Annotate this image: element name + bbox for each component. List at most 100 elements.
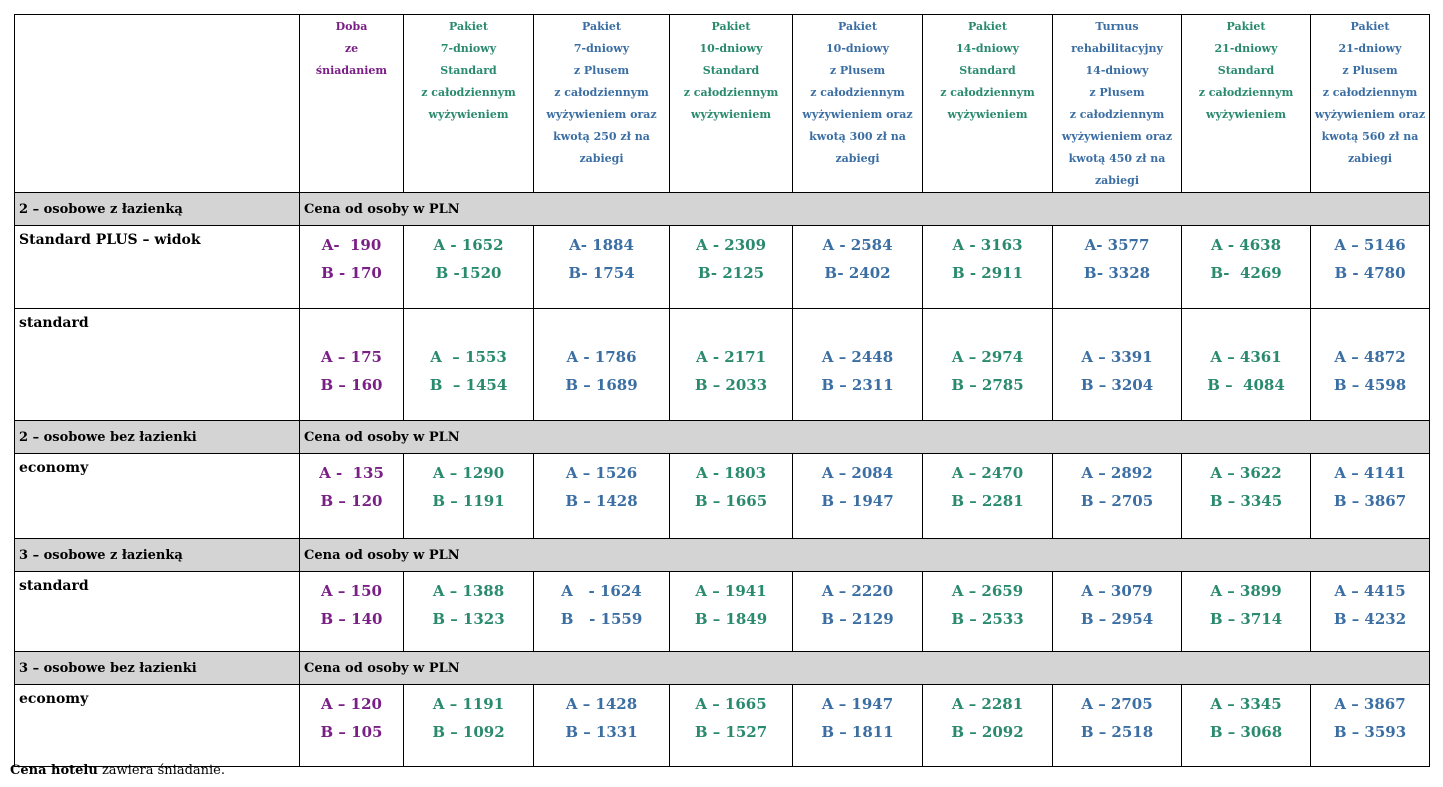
price-a: A – 4141 — [1334, 464, 1406, 482]
column-header-line: śniadaniem — [315, 64, 388, 77]
price-cell: A – 3899 B – 3714 — [1181, 571, 1311, 652]
section-row: 3 – osobowe bez łazienki Cena od osoby w … — [14, 651, 1430, 685]
price-table: Doba ze śniadaniem Pakiet 7-dniowy Standard z … — [14, 14, 1430, 767]
room-row: economy A – 120 B – 105 A – 1191 B – 1092 A –… — [14, 684, 1430, 767]
column-header: Pakiet 14-dniowy Standard z całodziennym wyż… — [922, 14, 1053, 193]
column-header: Pakiet 7-dniowy z Plusem z całodziennym wyży… — [533, 14, 670, 193]
price-b: B - 2911 — [951, 264, 1024, 282]
price-b: B – 3204 — [1080, 376, 1154, 394]
price-b: B – 1331 — [565, 723, 638, 741]
price-a: A – 2084 — [821, 464, 894, 482]
price-b: B – 3714 — [1209, 610, 1283, 628]
price-cell: A – 3345 B – 3068 — [1181, 684, 1311, 767]
price-cell: A – 3622 B – 3345 — [1181, 453, 1311, 539]
column-header-line: Standard — [1217, 64, 1275, 77]
price-b: B – 120 — [320, 492, 383, 510]
column-header: Pakiet 21-dniowy z Plusem z całodziennym wyż… — [1310, 14, 1430, 193]
price-cell: A – 2892 B – 2705 — [1052, 453, 1182, 539]
price-cell: A – 2448 B – 2311 — [792, 308, 923, 421]
price-cell: A - 1652 B -1520 — [403, 225, 534, 309]
column-header-line: Standard — [702, 64, 760, 77]
price-a: A – 2448 — [821, 348, 894, 366]
column-header-line: zabiegi — [1347, 152, 1393, 165]
price-a: A – 1526 — [565, 464, 638, 482]
room-type-label: standard — [14, 308, 300, 421]
price-a: A - 4638 — [1210, 236, 1282, 254]
column-header: Pakiet 10-dniowy z Plusem z całodziennym wyż… — [792, 14, 923, 193]
price-cell: A - 2171 B – 2033 — [669, 308, 793, 421]
price-b: B – 3068 — [1209, 723, 1283, 741]
column-header-line: wyżywieniem oraz — [802, 108, 913, 121]
column-header-line: Doba — [335, 20, 368, 33]
column-header-line: Standard — [959, 64, 1016, 77]
price-b: B – 2705 — [1080, 492, 1154, 510]
price-a: A- 3577 — [1084, 236, 1150, 254]
column-header-line: 14-dniowy — [956, 42, 1019, 55]
column-header-line: z całodziennym — [683, 86, 779, 99]
column-header-line: zabiegi — [1094, 174, 1140, 187]
column-header: Turnus rehabilitacyjny 14-dniowy z Plusem z … — [1052, 14, 1182, 193]
column-header-line: rehabilitacyjny — [1071, 42, 1163, 55]
section-price-note: Cena od osoby w PLN — [299, 420, 1430, 454]
price-cell: A – 1947 B – 1811 — [792, 684, 923, 767]
price-cell: A - 1803 B – 1665 — [669, 453, 793, 539]
price-a: A – 3391 — [1081, 348, 1153, 366]
price-a: A - 1786 — [566, 348, 637, 366]
price-cell: A – 4415 B – 4232 — [1310, 571, 1430, 652]
section-label: 3 – osobowe bez łazienki — [14, 651, 300, 685]
price-b: B - 4780 — [1334, 264, 1406, 282]
price-cell: A – 3079 B – 2954 — [1052, 571, 1182, 652]
price-b: B – 2092 — [951, 723, 1024, 741]
price-cell: A- 1884 B- 1754 — [533, 225, 670, 309]
price-cell: A - 1624 B - 1559 — [533, 571, 670, 652]
price-a: A – 4415 — [1334, 582, 1406, 600]
column-header-line: z Plusem — [1342, 64, 1398, 77]
price-b: B - 170 — [321, 264, 382, 282]
price-a: A - 1624 — [561, 582, 642, 600]
price-a: A – 2281 — [951, 695, 1024, 713]
price-cell: A – 2659 B – 2533 — [922, 571, 1053, 652]
price-b: B – 160 — [320, 376, 383, 394]
column-header-line: z całodziennym — [554, 86, 649, 99]
price-b: B – 1947 — [821, 492, 894, 510]
price-cell: A – 1428 B – 1331 — [533, 684, 670, 767]
column-header-line: wyżywieniem — [691, 108, 771, 121]
column-header-line: 14-dniowy — [1085, 64, 1149, 77]
price-cell: A – 5146 B - 4780 — [1310, 225, 1430, 309]
price-b: B - 1559 — [560, 610, 643, 628]
price-a: A – 4361 — [1210, 348, 1282, 366]
column-header-line: Pakiet — [838, 20, 877, 33]
column-header-line: z Plusem — [829, 64, 886, 77]
price-b: B- 1754 — [568, 264, 635, 282]
price-a: A – 1553 — [430, 348, 507, 366]
price-cell: A – 2470 B – 2281 — [922, 453, 1053, 539]
price-cell: A – 4872 B – 4598 — [1310, 308, 1430, 421]
column-header: Doba ze śniadaniem — [299, 14, 404, 193]
column-header-line: kwotą 250 zł na — [553, 130, 650, 143]
column-header-line: wyżywieniem — [1206, 108, 1286, 121]
price-b: B- 3328 — [1083, 264, 1151, 282]
column-header-line: 7-dniowy — [573, 42, 630, 55]
price-a: A – 175 — [321, 348, 382, 366]
price-b: B – 1527 — [694, 723, 768, 741]
price-b: B – 2311 — [821, 376, 894, 394]
price-a: A - 2584 — [822, 236, 893, 254]
column-header-line: wyżywieniem — [428, 108, 509, 121]
column-header-line: z całodziennym — [1322, 86, 1418, 99]
price-b: B – 3593 — [1333, 723, 1407, 741]
price-a: A - 1803 — [695, 464, 767, 482]
price-cell: A- 3577 B- 3328 — [1052, 225, 1182, 309]
price-a: A – 1941 — [695, 582, 767, 600]
column-header-line: kwotą 300 zł na — [809, 130, 906, 143]
section-row: 2 – osobowe bez łazienki Cena od osoby w … — [14, 420, 1430, 454]
price-a: A – 2220 — [821, 582, 894, 600]
column-header-line: zabiegi — [579, 152, 624, 165]
price-a: A – 2705 — [1081, 695, 1153, 713]
price-cell: A - 135 B – 120 — [299, 453, 404, 539]
price-a: A – 3622 — [1210, 464, 1282, 482]
column-header-line: Turnus — [1095, 20, 1139, 33]
column-header-line: zabiegi — [835, 152, 880, 165]
footnote-bold: Cena hotelu — [10, 763, 98, 778]
price-a: A – 2974 — [951, 348, 1024, 366]
price-b: B – 3867 — [1333, 492, 1407, 510]
